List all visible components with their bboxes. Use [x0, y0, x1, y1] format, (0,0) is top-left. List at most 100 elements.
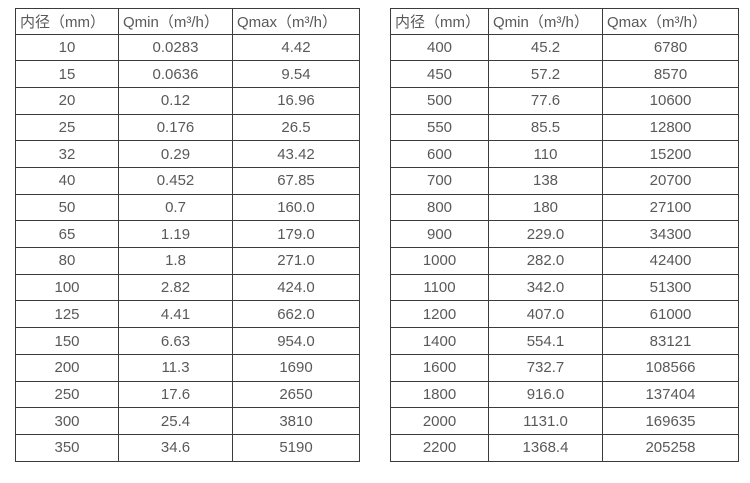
table-cell: 4.42 — [232, 33, 360, 62]
table-row: 65 1.19 179.0 — [15, 220, 360, 249]
table-cell: 8570 — [602, 60, 739, 88]
table-cell: 16.96 — [232, 86, 360, 115]
table-cell: 6780 — [602, 33, 739, 62]
table-row: 600 110 15200 — [390, 140, 739, 169]
table-cell: 0.7 — [118, 193, 233, 222]
table-cell: 12800 — [602, 113, 739, 142]
table-cell: 34300 — [602, 220, 739, 249]
table-cell: 916.0 — [488, 380, 603, 409]
table-cell: 6.63 — [118, 327, 233, 355]
table-cell: 900 — [390, 220, 489, 249]
table-cell: 2.82 — [118, 273, 233, 302]
column-header-qmin: Qmin（m³/h） — [488, 8, 603, 35]
table-cell: 1690 — [232, 353, 360, 382]
table-cell: 50 — [15, 193, 119, 222]
table-cell: 350 — [15, 433, 119, 462]
table-row: 1800 916.0 137404 — [390, 380, 739, 409]
table-row: 25 0.176 26.5 — [15, 113, 360, 142]
table-cell: 1600 — [390, 353, 489, 382]
table-cell: 250 — [15, 380, 119, 409]
table-row: 2000 1131.0 169635 — [390, 407, 739, 435]
column-header-qmin: Qmin（m³/h） — [118, 8, 233, 35]
table-cell: 0.452 — [118, 167, 233, 195]
table-row: 500 77.6 10600 — [390, 86, 739, 115]
table-cell: 27100 — [602, 193, 739, 222]
table-cell: 43.42 — [232, 140, 360, 169]
table-cell: 137404 — [602, 380, 739, 409]
table-cell: 9.54 — [232, 60, 360, 88]
table-row: 450 57.2 8570 — [390, 60, 739, 88]
table-cell: 15200 — [602, 140, 739, 169]
table-cell: 732.7 — [488, 353, 603, 382]
table-row: 1600 732.7 108566 — [390, 353, 739, 382]
table-cell: 20 — [15, 86, 119, 115]
table-cell: 85.5 — [488, 113, 603, 142]
table-cell: 300 — [15, 407, 119, 435]
table-cell: 1131.0 — [488, 407, 603, 435]
table-row: 1100 342.0 51300 — [390, 273, 739, 302]
table-cell: 125 — [15, 300, 119, 329]
table-cell: 17.6 — [118, 380, 233, 409]
table-cell: 2200 — [390, 433, 489, 462]
table-cell: 45.2 — [488, 33, 603, 62]
table-cell: 407.0 — [488, 300, 603, 329]
table-cell: 32 — [15, 140, 119, 169]
table-cell: 83121 — [602, 327, 739, 355]
table-row: 300 25.4 3810 — [15, 407, 360, 435]
table-row: 350 34.6 5190 — [15, 433, 360, 462]
table-cell: 5190 — [232, 433, 360, 462]
table-cell: 662.0 — [232, 300, 360, 329]
table-row: 550 85.5 12800 — [390, 113, 739, 142]
table-cell: 15 — [15, 60, 119, 88]
table-row: 125 4.41 662.0 — [15, 300, 360, 329]
column-header-qmax: Qmax（m³/h） — [602, 8, 739, 35]
table-row: 80 1.8 271.0 — [15, 247, 360, 275]
table-row: 1000 282.0 42400 — [390, 247, 739, 275]
table-cell: 1200 — [390, 300, 489, 329]
table-cell: 10600 — [602, 86, 739, 115]
table-cell: 110 — [488, 140, 603, 169]
table-cell: 700 — [390, 167, 489, 195]
table-row: 50 0.7 160.0 — [15, 193, 360, 222]
table-cell: 25 — [15, 113, 119, 142]
table-row: 1200 407.0 61000 — [390, 300, 739, 329]
table-cell: 1368.4 — [488, 433, 603, 462]
table-cell: 282.0 — [488, 247, 603, 275]
table-cell: 100 — [15, 273, 119, 302]
table-cell: 500 — [390, 86, 489, 115]
table-cell: 229.0 — [488, 220, 603, 249]
table-cell: 554.1 — [488, 327, 603, 355]
table-row: 15 0.0636 9.54 — [15, 60, 360, 88]
table-cell: 0.0636 — [118, 60, 233, 88]
table-row: 32 0.29 43.42 — [15, 140, 360, 169]
table-cell: 51300 — [602, 273, 739, 302]
column-header-qmax: Qmax（m³/h） — [232, 8, 360, 35]
table-cell: 1800 — [390, 380, 489, 409]
table-row: 900 229.0 34300 — [390, 220, 739, 249]
header-row: 内径（mm） Qmin（m³/h） Qmax（m³/h） — [390, 8, 739, 35]
table-row: 150 6.63 954.0 — [15, 327, 360, 355]
table-cell: 424.0 — [232, 273, 360, 302]
table-cell: 42400 — [602, 247, 739, 275]
table-cell: 0.12 — [118, 86, 233, 115]
table-cell: 160.0 — [232, 193, 360, 222]
table-row: 20 0.12 16.96 — [15, 86, 360, 115]
table-cell: 34.6 — [118, 433, 233, 462]
column-header-diameter: 内径（mm） — [390, 8, 489, 35]
table-cell: 26.5 — [232, 113, 360, 142]
table-cell: 4.41 — [118, 300, 233, 329]
table-cell: 150 — [15, 327, 119, 355]
table-row: 40 0.452 67.85 — [15, 167, 360, 195]
table-cell: 11.3 — [118, 353, 233, 382]
table-row: 2200 1368.4 205258 — [390, 433, 739, 462]
table-cell: 271.0 — [232, 247, 360, 275]
table-row: 250 17.6 2650 — [15, 380, 360, 409]
spec-table-small-diameters: 内径（mm） Qmin（m³/h） Qmax（m³/h） 10 0.0283 4.4… — [15, 8, 360, 462]
table-cell: 1.19 — [118, 220, 233, 249]
table-cell: 80 — [15, 247, 119, 275]
table-cell: 800 — [390, 193, 489, 222]
table-row: 200 11.3 1690 — [15, 353, 360, 382]
table-cell: 179.0 — [232, 220, 360, 249]
column-header-diameter: 内径（mm） — [15, 8, 119, 35]
